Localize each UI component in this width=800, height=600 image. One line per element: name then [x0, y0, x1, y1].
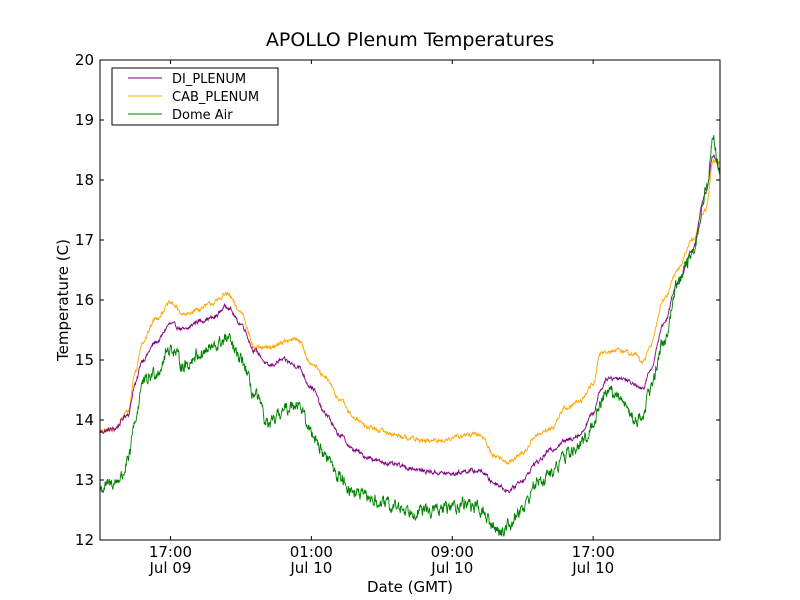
series-layer [100, 135, 720, 537]
legend: DI_PLENUM CAB_PLENUM Dome Air [111, 67, 279, 126]
chart-title: APOLLO Plenum Temperatures [266, 29, 554, 51]
x-tick-label-time: 09:00 [431, 543, 474, 561]
y-axis-label: Temperature (C) [54, 239, 72, 362]
legend-label: DI_PLENUM [172, 72, 246, 87]
legend-label: Dome Air [172, 108, 233, 123]
x-tick-label-date: Jul 10 [430, 559, 473, 577]
y-tick-label: 14 [75, 411, 94, 429]
x-tick-label-date: Jul 10 [571, 559, 614, 577]
x-tick-label-time: 01:00 [290, 543, 333, 561]
x-tick-label-date: Jul 10 [289, 559, 332, 577]
y-tick-label: 20 [75, 51, 94, 69]
y-tick-label: 17 [75, 231, 94, 249]
y-tick-label: 12 [75, 531, 94, 549]
y-tick-label: 16 [75, 291, 94, 309]
x-tick-label-date: Jul 09 [148, 559, 191, 577]
y-tick-label: 18 [75, 171, 94, 189]
x-tick-label-time: 17:00 [149, 543, 192, 561]
plot-area [100, 60, 720, 540]
legend-label: CAB_PLENUM [172, 90, 259, 105]
y-tick-label: 15 [75, 351, 94, 369]
series-line-dome-air [100, 135, 720, 537]
y-axis: 12 13 14 15 16 17 18 19 20 [75, 51, 720, 549]
y-tick-label: 13 [75, 471, 94, 489]
series-line-di-plenum [100, 153, 720, 494]
x-tick-label-time: 17:00 [572, 543, 615, 561]
y-tick-label: 19 [75, 111, 94, 129]
x-axis-label: Date (GMT) [367, 578, 453, 596]
series-line-cab-plenum [100, 158, 720, 466]
